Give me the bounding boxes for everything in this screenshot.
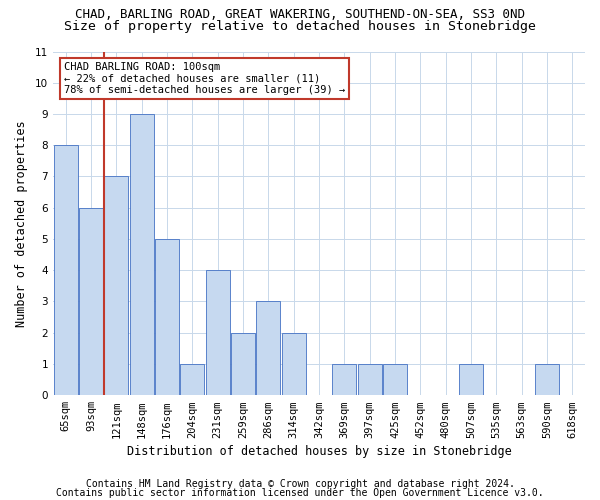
Bar — [459, 364, 483, 395]
Bar — [79, 208, 103, 395]
Bar — [332, 364, 356, 395]
Bar — [281, 332, 306, 395]
Text: CHAD, BARLING ROAD, GREAT WAKERING, SOUTHEND-ON-SEA, SS3 0ND: CHAD, BARLING ROAD, GREAT WAKERING, SOUT… — [75, 8, 525, 20]
Bar — [256, 302, 280, 395]
Bar — [383, 364, 407, 395]
Bar — [535, 364, 559, 395]
Bar — [181, 364, 205, 395]
Text: Contains HM Land Registry data © Crown copyright and database right 2024.: Contains HM Land Registry data © Crown c… — [86, 479, 514, 489]
Text: Size of property relative to detached houses in Stonebridge: Size of property relative to detached ho… — [64, 20, 536, 33]
Y-axis label: Number of detached properties: Number of detached properties — [15, 120, 28, 326]
Bar — [358, 364, 382, 395]
Bar — [53, 145, 78, 395]
X-axis label: Distribution of detached houses by size in Stonebridge: Distribution of detached houses by size … — [127, 444, 511, 458]
Bar — [231, 332, 255, 395]
Text: Contains public sector information licensed under the Open Government Licence v3: Contains public sector information licen… — [56, 488, 544, 498]
Bar — [104, 176, 128, 395]
Bar — [206, 270, 230, 395]
Bar — [155, 239, 179, 395]
Bar — [130, 114, 154, 395]
Text: CHAD BARLING ROAD: 100sqm
← 22% of detached houses are smaller (11)
78% of semi-: CHAD BARLING ROAD: 100sqm ← 22% of detac… — [64, 62, 345, 95]
